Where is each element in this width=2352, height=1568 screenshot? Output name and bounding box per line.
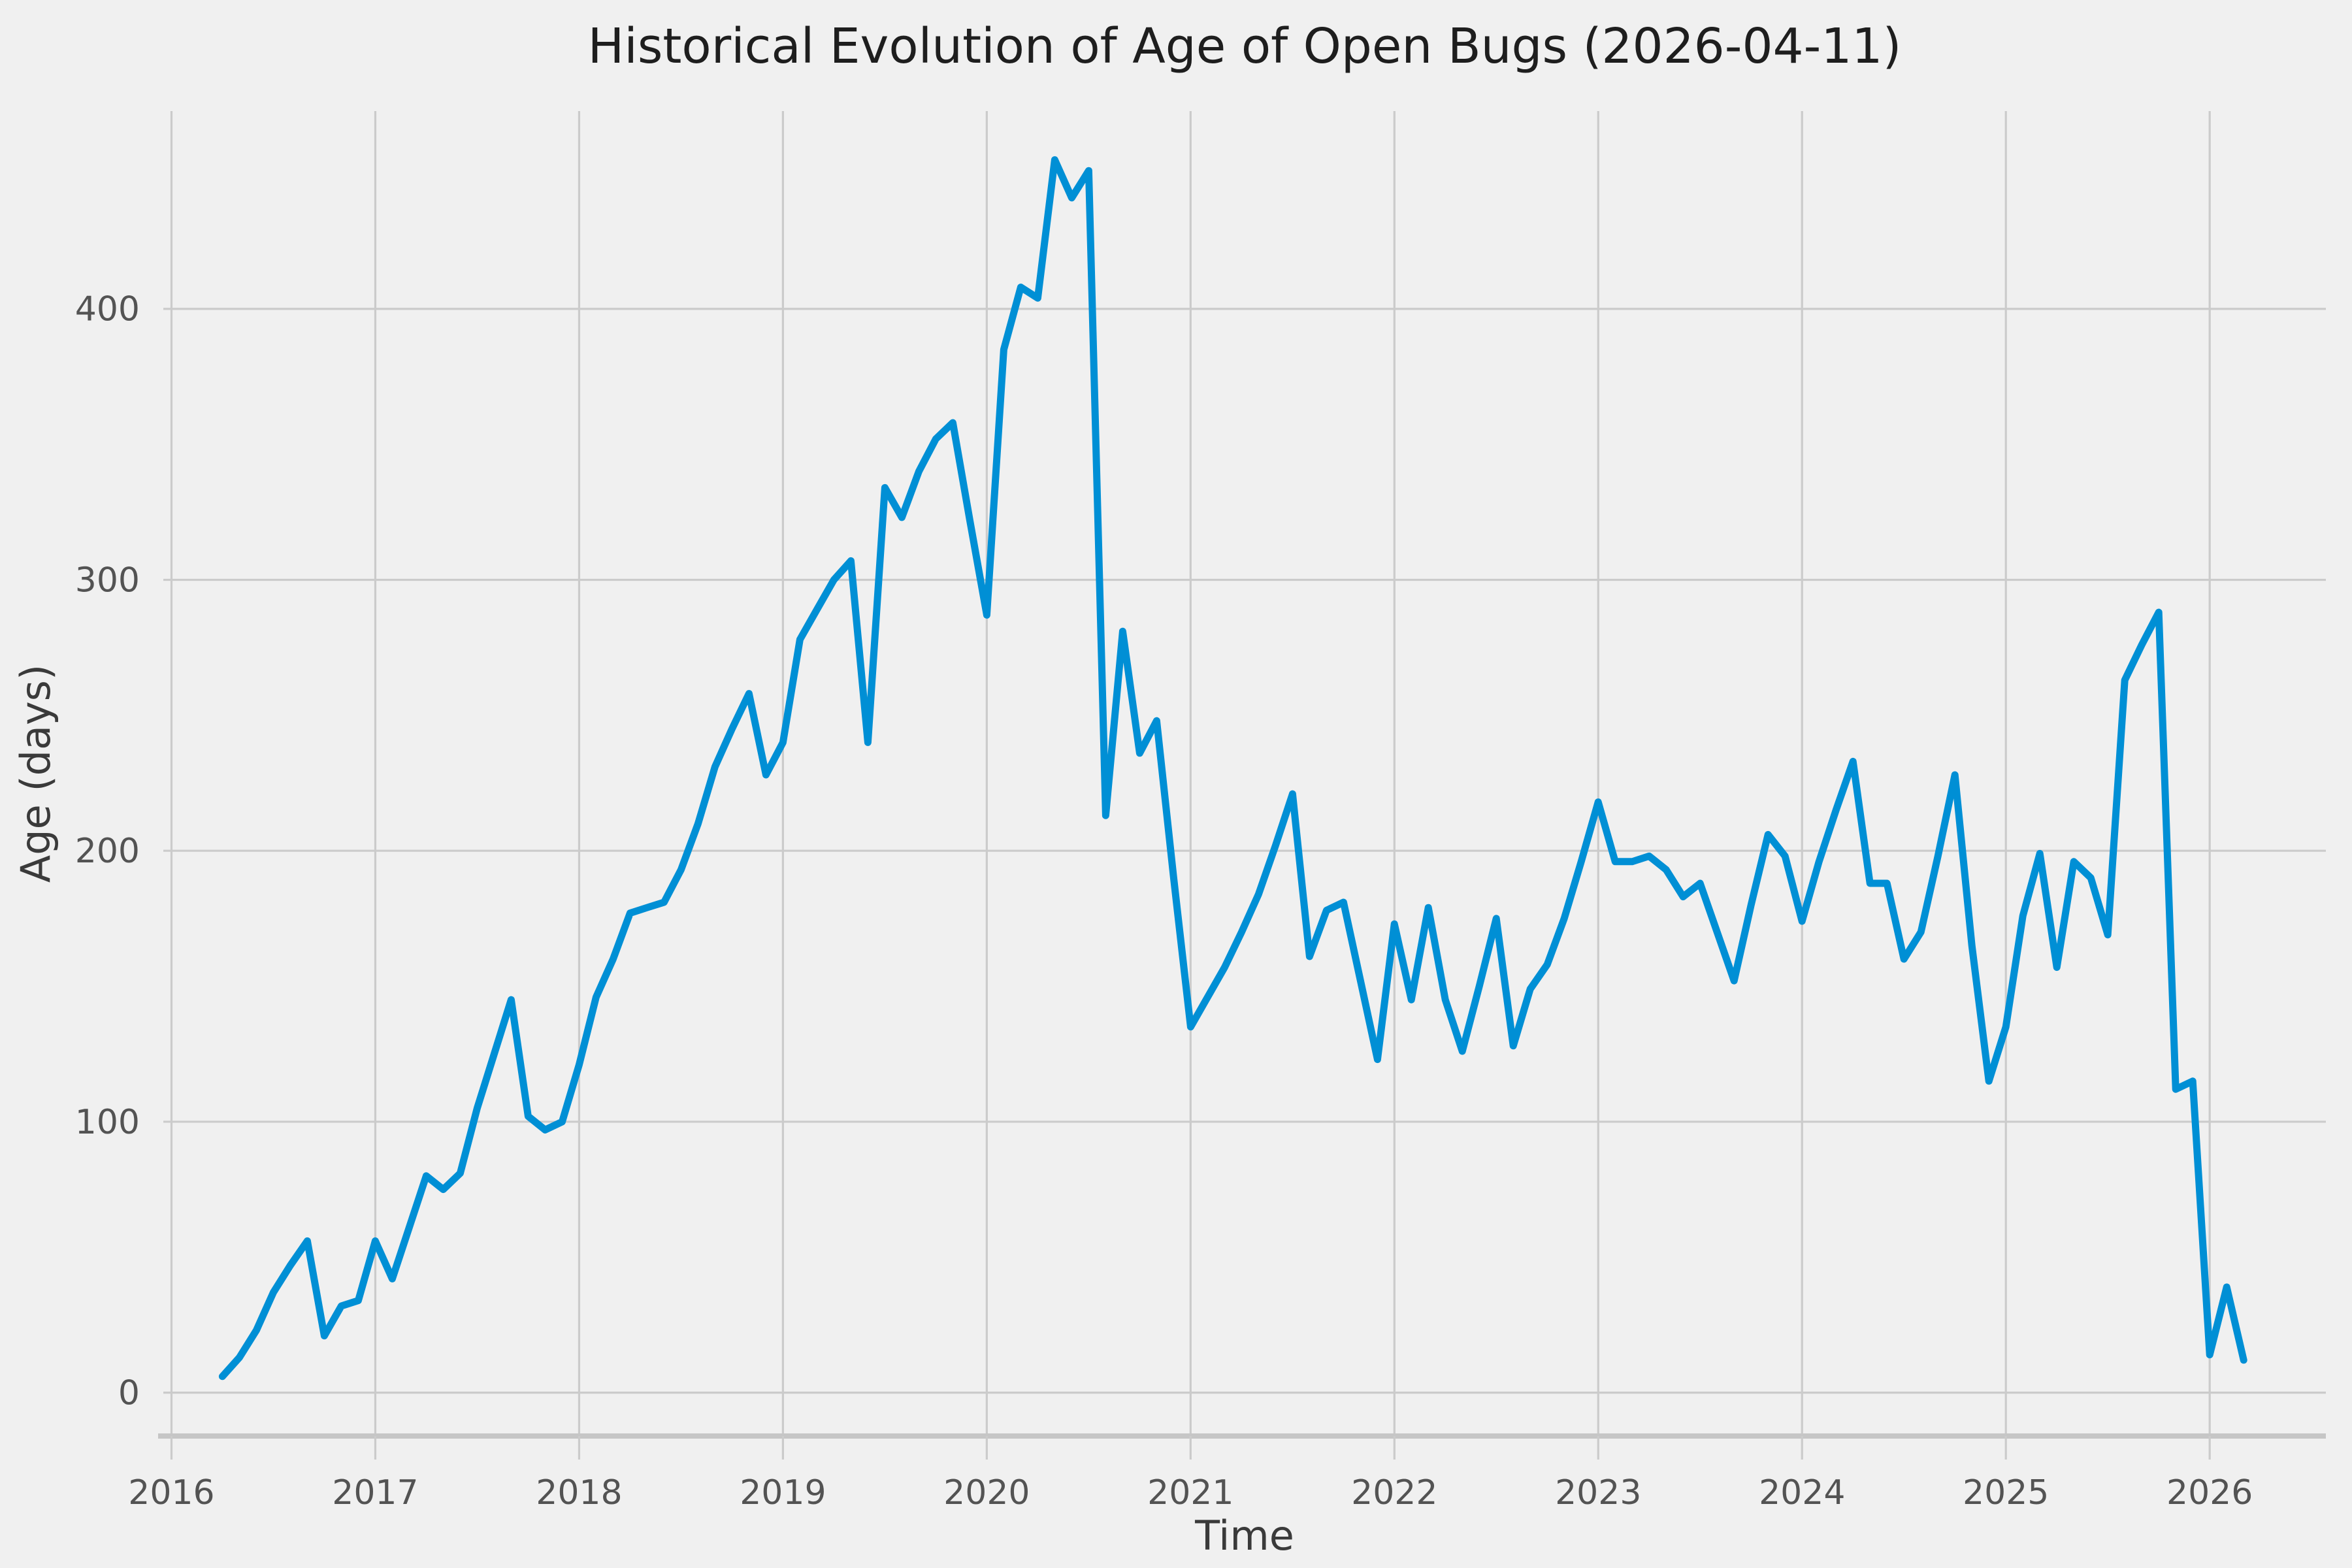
svg-text:2024: 2024 [1759,1473,1845,1512]
svg-text:2022: 2022 [1351,1473,1437,1512]
svg-text:2021: 2021 [1147,1473,1233,1512]
svg-text:400: 400 [75,290,140,329]
y-axis-label: Age (days) [12,664,59,883]
x-axis-label: Time [1194,1512,1294,1560]
svg-text:2026: 2026 [2166,1473,2253,1512]
y-gridlines [163,308,2326,1394]
svg-text:100: 100 [75,1103,140,1142]
age-of-open-bugs-line [218,156,2247,1380]
svg-text:2020: 2020 [943,1473,1030,1512]
x-gridlines [170,111,2211,1436]
svg-text:2018: 2018 [536,1473,622,1512]
chart-title: Historical Evolution of Age of Open Bugs… [588,18,1902,74]
svg-text:300: 300 [75,561,140,600]
svg-text:200: 200 [75,832,140,871]
x-axis-tick-labels: 2016 2017 2018 2019 2020 2021 2022 2023 2024 2025… [128,1473,2253,1512]
y-axis-tick-labels: 0 100 200 300 400 [75,290,140,1413]
svg-text:2023: 2023 [1555,1473,1641,1512]
svg-text:2019: 2019 [740,1473,826,1512]
svg-text:0: 0 [118,1374,140,1413]
svg-text:2025: 2025 [1963,1473,2049,1512]
svg-text:2017: 2017 [332,1473,418,1512]
svg-text:2016: 2016 [128,1473,214,1512]
x-axis-tick-marks [170,1436,2211,1460]
